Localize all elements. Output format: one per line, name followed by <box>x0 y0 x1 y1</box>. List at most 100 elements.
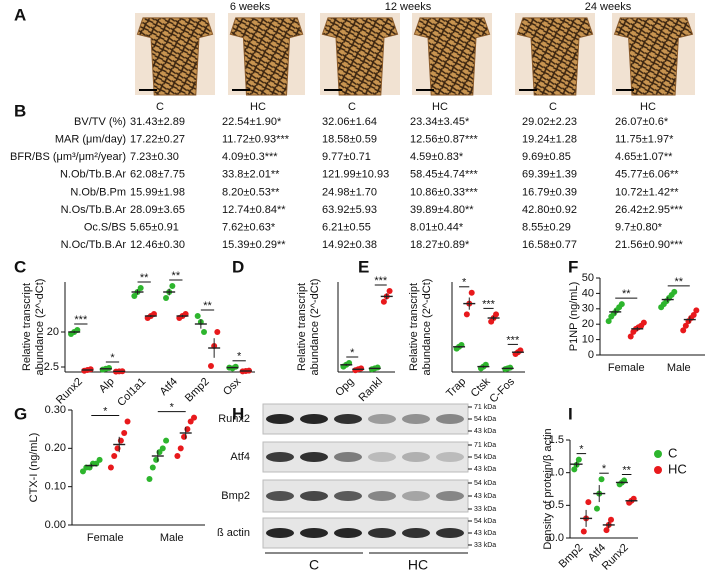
blot-band <box>300 491 328 501</box>
bone-section <box>613 17 694 96</box>
table-cell: 15.39±0.29** <box>222 239 286 251</box>
x-tick-label: Male <box>667 362 691 374</box>
data-point <box>146 476 153 482</box>
table-cell: 121.99±10.93 <box>322 169 389 181</box>
blot-band <box>402 491 430 501</box>
y-tick-label: 0.20 <box>45 442 66 454</box>
row-label: BV/TV (%) <box>74 116 126 128</box>
table-header: C <box>549 101 557 113</box>
blot-band <box>266 414 294 424</box>
table-cell: 28.09±3.65 <box>130 204 185 216</box>
data-point <box>232 363 239 370</box>
data-point <box>463 311 470 318</box>
table-cell: 4.09±0.3*** <box>222 151 278 163</box>
table-cell: 7.23±0.30 <box>130 151 179 163</box>
data-point <box>131 293 138 299</box>
data-point <box>96 456 103 463</box>
data-point <box>87 366 94 373</box>
marker-label: 54 kDa <box>474 480 496 487</box>
table-cell: 15.99±1.98 <box>130 186 185 198</box>
significance-label: ** <box>140 272 149 284</box>
data-point <box>386 288 393 294</box>
panel-label: H <box>232 404 244 423</box>
row-label: BFR/BS (μm³/μm²/year) <box>10 151 126 163</box>
data-point <box>682 322 689 329</box>
significance-label: * <box>103 405 108 417</box>
significance-label: ** <box>622 464 631 476</box>
table-cell: 9.7±0.80* <box>615 222 663 234</box>
y-tick-label: 2.5 <box>44 361 59 373</box>
data-point <box>571 466 578 473</box>
data-point <box>207 363 214 369</box>
data-point <box>507 364 514 371</box>
bone-section <box>413 17 491 96</box>
data-point <box>468 289 475 296</box>
table-cell: 17.22±0.27 <box>130 134 185 146</box>
table-cell: 4.59±0.83* <box>410 151 464 163</box>
marker-label: 33 kDa <box>474 506 496 513</box>
blot-band <box>368 414 396 424</box>
y-tick-label: 0.10 <box>45 481 66 493</box>
marker-label: 43 kDa <box>474 493 496 500</box>
table-cell: 24.98±1.70 <box>322 186 377 198</box>
significance-label: * <box>170 402 175 414</box>
table-cell: 62.08±7.75 <box>130 169 185 181</box>
timepoint-label: 12 weeks <box>385 1 432 13</box>
protein-label: ß actin <box>217 527 250 539</box>
data-point <box>177 445 184 452</box>
table-cell: 8.20±0.53** <box>222 186 280 198</box>
significance-label: *** <box>506 334 520 346</box>
row-label: N.Ob/Tb.B.Ar <box>60 169 126 181</box>
x-tick-label: Col1a1 <box>115 376 148 409</box>
marker-label: 54 kDa <box>474 416 496 423</box>
table-cell: 19.24±1.28 <box>522 134 577 146</box>
y-tick-label: 40 <box>582 287 594 299</box>
marker-label: 54 kDa <box>474 518 496 525</box>
x-tick-label: Runx2 <box>54 376 85 407</box>
data-point <box>107 464 114 471</box>
data-point <box>690 311 697 318</box>
table-cell: 23.34±3.45* <box>410 116 470 128</box>
marker-label: 54 kDa <box>474 454 496 461</box>
y-tick-label: 0.30 <box>45 404 66 416</box>
data-point <box>106 365 113 371</box>
marker-label: 33 kDa <box>474 542 496 549</box>
significance-label: ** <box>203 300 212 312</box>
table-cell: 33.8±2.01** <box>222 169 280 181</box>
y-axis-label: abundance (2^-dCt) <box>34 279 46 376</box>
x-tick-label: Runx2 <box>600 542 631 573</box>
significance-label: *** <box>74 314 88 326</box>
x-tick-label: Atf4 <box>158 376 180 398</box>
data-point <box>214 329 221 335</box>
panel-label: I <box>568 404 573 423</box>
significance-label: ** <box>622 288 631 300</box>
significance-label: ** <box>674 276 683 288</box>
table-cell: 7.62±0.63* <box>222 222 276 234</box>
data-point <box>380 298 387 305</box>
y-axis-label: Relative transcript <box>408 283 420 371</box>
row-label: N.Oc/Tb.B.Ar <box>61 239 127 251</box>
protein-label: Bmp2 <box>221 490 250 502</box>
y-axis-label: abundance (2^-dCt) <box>309 279 321 376</box>
y-axis-label: CTX-I (ng/mL) <box>28 433 40 503</box>
panel-label: C <box>14 257 26 276</box>
blot-band <box>334 452 362 462</box>
data-point <box>137 285 144 291</box>
table-cell: 10.72±1.42** <box>615 186 679 198</box>
data-point <box>191 414 198 421</box>
blot-band <box>368 452 396 462</box>
y-axis-label: Density of protein/β actin <box>542 428 554 549</box>
data-point <box>111 453 118 459</box>
significance-label: * <box>237 351 242 363</box>
blot-band <box>266 491 294 501</box>
table-cell: 18.27±0.89* <box>410 239 470 251</box>
blot-band <box>300 528 328 538</box>
y-axis-label: abundance (2^-dCt) <box>421 279 433 376</box>
y-tick-label: 0 <box>588 349 594 361</box>
table-cell: 14.92±0.38 <box>322 239 377 251</box>
y-tick-label: 0.00 <box>45 519 66 531</box>
data-point <box>603 527 610 534</box>
data-point <box>358 365 365 372</box>
marker-label: 43 kDa <box>474 466 496 473</box>
data-point <box>575 456 582 463</box>
